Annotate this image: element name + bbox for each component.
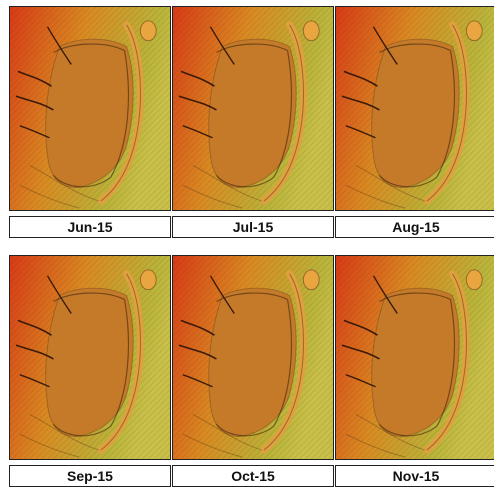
terrain-image xyxy=(9,6,171,211)
panel-date-label: Aug-15 xyxy=(335,216,494,238)
terrain-image xyxy=(9,255,171,460)
terrain-image xyxy=(335,255,494,460)
panel-date-label: Sep-15 xyxy=(9,465,171,487)
panel-aug-15: Aug-15 xyxy=(335,6,494,240)
terrain-image xyxy=(172,255,334,460)
panel-date-label: Nov-15 xyxy=(335,465,494,487)
panel-date-label: Jun-15 xyxy=(9,216,171,238)
panel-date-label: Jul-15 xyxy=(172,216,334,238)
terrain-image xyxy=(172,6,334,211)
panel-jul-15: Jul-15 xyxy=(172,6,334,240)
panel-oct-15: Oct-15 xyxy=(172,255,334,487)
panel-sep-15: Sep-15 xyxy=(9,255,171,487)
panel-jun-15: Jun-15 xyxy=(9,6,171,240)
panel-date-label: Oct-15 xyxy=(172,465,334,487)
terrain-image xyxy=(335,6,494,211)
panel-nov-15: Nov-15 xyxy=(335,255,494,487)
